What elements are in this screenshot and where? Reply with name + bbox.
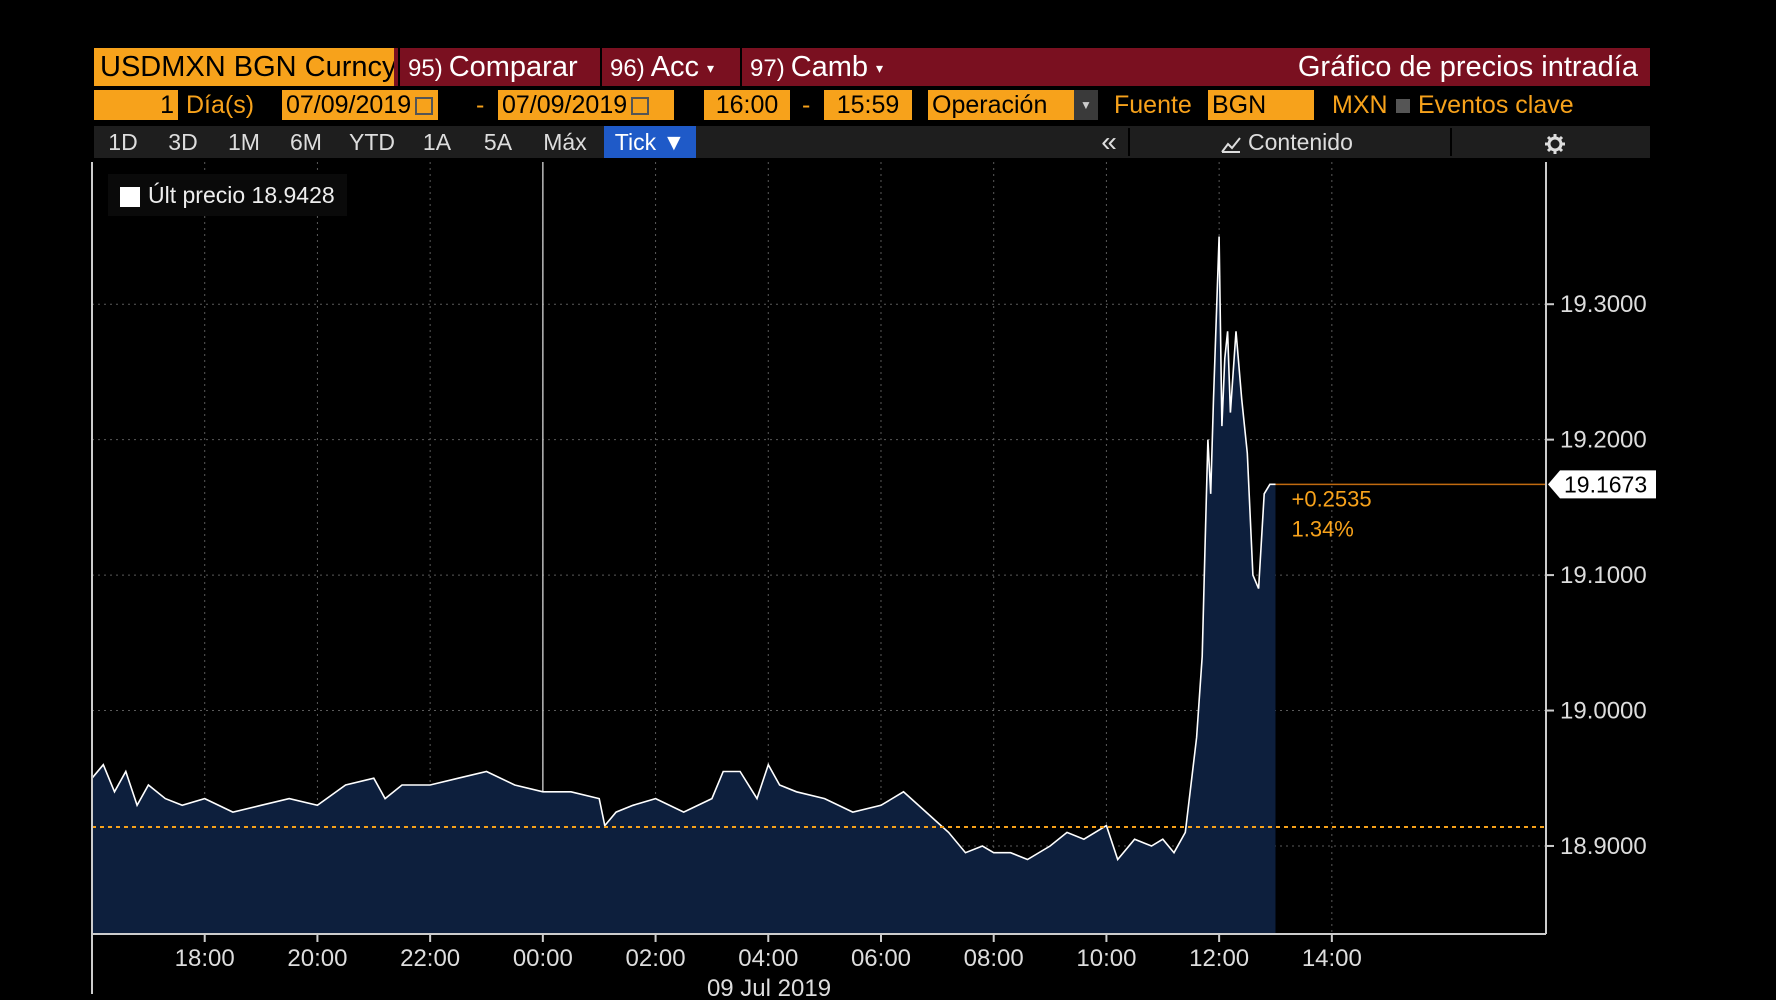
chevron-down-icon: ▾	[707, 60, 715, 77]
range-1m[interactable]: 1M	[228, 129, 260, 155]
range-toolbar	[94, 126, 1650, 158]
range-max[interactable]: Máx	[543, 129, 587, 155]
content-button[interactable]: Contenido	[1220, 126, 1353, 158]
time-to-input[interactable]: 15:59	[824, 90, 912, 120]
y-tick-label: 19.2000	[1560, 427, 1647, 454]
actions-menu-button[interactable]: 96) Acc ▾	[600, 48, 736, 86]
collapse-icon[interactable]: «	[1101, 126, 1117, 157]
change-percent-label: 1.34%	[1291, 516, 1353, 541]
date-separator: -	[476, 91, 485, 119]
chevron-down-icon[interactable]: ▼	[1074, 90, 1098, 120]
legend-label: Últ precio 18.9428	[148, 182, 335, 208]
range-tick-dropdown[interactable]: Tick ▼	[604, 126, 696, 158]
chevron-down-icon: ▾	[876, 60, 884, 77]
x-tick-label: 12:00	[1189, 945, 1249, 972]
key-events-label: Eventos clave	[1418, 91, 1574, 119]
range-3d[interactable]: 3D	[168, 129, 198, 155]
range-ytd[interactable]: YTD	[349, 129, 395, 155]
range-5a[interactable]: 5A	[483, 129, 513, 155]
date-from-value: 07/09/2019	[286, 91, 412, 119]
legend: Últ precio 18.9428	[108, 174, 347, 216]
y-tick-label: 19.1000	[1560, 562, 1647, 589]
y-tick-label: 19.0000	[1560, 698, 1647, 725]
settings-button[interactable]	[1540, 126, 1570, 158]
x-tick-label: 18:00	[175, 945, 235, 972]
range-1d[interactable]: 1D	[108, 129, 138, 155]
x-tick-label: 00:00	[513, 945, 573, 972]
source-input[interactable]: BGN	[1208, 90, 1314, 120]
x-tick-label: 20:00	[287, 945, 347, 972]
compare-number: 95)	[408, 55, 443, 82]
price-line	[91, 236, 1276, 862]
x-tick-label: 14:00	[1302, 945, 1362, 972]
currency-label: MXN	[1332, 91, 1388, 119]
gear-icon	[1545, 133, 1565, 154]
calendar-icon[interactable]	[415, 97, 434, 116]
change-label: Camb	[790, 51, 869, 83]
checkbox-icon[interactable]	[1396, 99, 1410, 114]
divider	[1450, 128, 1452, 156]
last-value-label: 19.1673	[1564, 471, 1647, 497]
y-tick-label: 18.9000	[1560, 833, 1647, 860]
compare-label: Comparar	[448, 51, 578, 83]
actions-label: Acc	[650, 51, 700, 83]
change-number: 97)	[750, 55, 785, 82]
time-separator: -	[802, 91, 811, 119]
y-tick-label: 19.3000	[1560, 291, 1647, 318]
date-from-input[interactable]: 07/09/2019	[282, 90, 438, 120]
x-tick-label: 06:00	[851, 945, 911, 972]
x-tick-label: 08:00	[964, 945, 1024, 972]
last-value-badge	[1548, 470, 1656, 499]
x-tick-label: 02:00	[626, 945, 686, 972]
range-6m[interactable]: 6M	[290, 129, 322, 155]
date-to-value: 07/09/2019	[502, 91, 628, 119]
content-label: Contenido	[1248, 129, 1353, 155]
divider	[1128, 128, 1130, 156]
page-title: Gráfico de precios intradía	[1297, 51, 1638, 83]
time-from-input[interactable]: 16:00	[704, 90, 790, 120]
legend-swatch	[120, 186, 140, 207]
range-1a[interactable]: 1A	[422, 129, 452, 155]
change-menu-button[interactable]: 97) Camb ▾	[740, 48, 906, 86]
actions-number: 96)	[610, 55, 645, 82]
x-tick-label: 04:00	[738, 945, 798, 972]
compare-menu-button[interactable]: 95) Comparar	[398, 48, 578, 86]
x-tick-label: 10:00	[1076, 945, 1136, 972]
chart-icon	[1221, 137, 1241, 153]
ticker-input[interactable]: USDMXN BGN Curncy	[94, 48, 394, 86]
calendar-icon[interactable]	[631, 97, 650, 116]
price-area	[92, 236, 1276, 934]
mode-select[interactable]: Operación	[928, 90, 1074, 120]
days-label: Día(s)	[186, 91, 255, 119]
key-events-toggle[interactable]: Eventos clave	[1396, 90, 1574, 120]
days-input[interactable]: 1	[94, 90, 178, 120]
x-axis-date-label: 09 Jul 2019	[707, 975, 831, 1000]
change-label: +0.2535	[1291, 486, 1371, 511]
x-tick-label: 22:00	[400, 945, 460, 972]
date-to-input[interactable]: 07/09/2019	[498, 90, 674, 120]
source-label: Fuente	[1114, 91, 1192, 119]
